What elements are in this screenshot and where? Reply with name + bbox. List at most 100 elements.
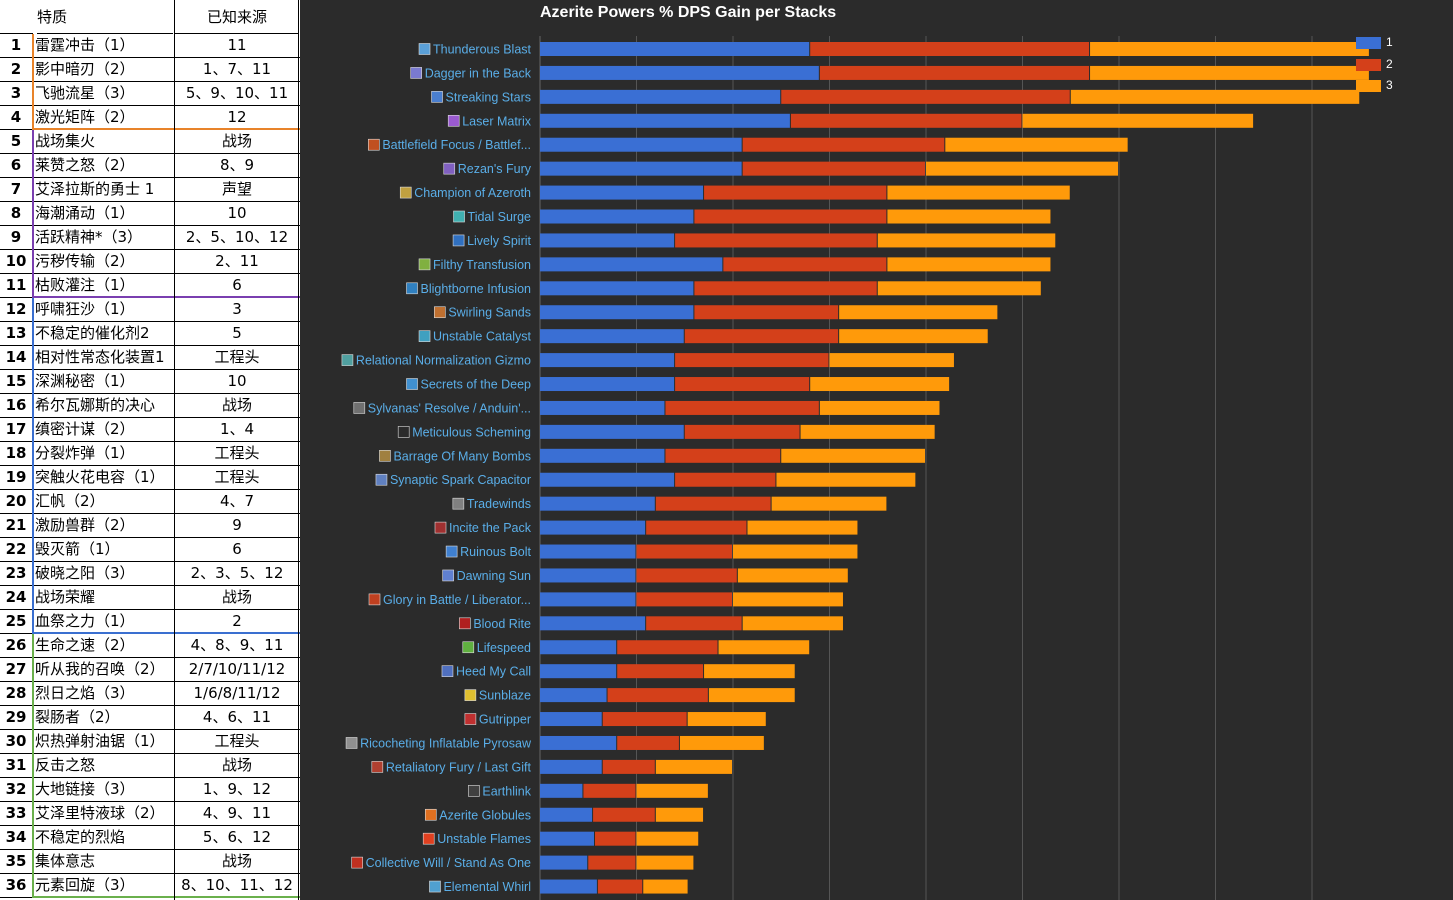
bar-series-1 [540,855,588,870]
table-row: 2 影中暗刃（2） 1、7、11 [0,58,300,82]
spell-icon [443,162,456,175]
group-bar [32,106,34,130]
spell-icon [468,785,480,797]
bar-series-1 [540,377,675,392]
chart-title: Azerite Powers % DPS Gain per Stacks [540,4,837,21]
spell-icon [371,761,384,773]
bar-series-2 [617,640,718,655]
bar-series-2 [636,592,732,607]
bar-series-1 [540,89,781,104]
spell-icon [418,330,431,342]
category-label: Blood Rite [473,617,531,631]
trait-source: 6 [232,540,242,558]
row-number: 10 [5,252,27,270]
table-row: 24 战场荣耀 战场 [0,586,300,610]
table-row: 26 生命之速（2） 4、8、9、11 [0,634,300,658]
bar-series-2 [607,688,708,703]
bar-series-2 [597,879,643,894]
bar-series-3 [887,185,1070,200]
row-number: 8 [10,204,22,222]
row-number: 22 [5,540,27,558]
table-row: 33 艾泽里特液球（2） 4、9、11 [0,802,300,826]
category-label: Unstable Catalyst [433,330,531,344]
bar-series-2 [595,831,636,846]
spell-icon [447,114,460,127]
row-number: 12 [5,300,27,318]
trait-name: 呼啸狂沙（1） [35,300,135,318]
bar-series-1 [540,616,646,631]
bar-series-1 [540,233,675,248]
table-row: 14 相对性常态化装置1 工程头 [0,346,300,370]
bar-series-1 [540,305,694,320]
bar-series-1 [540,424,684,439]
trait-source: 工程头 [214,444,260,462]
group-bar [32,370,34,394]
trait-name: 集体意志 [35,852,96,870]
trait-source: 战场 [221,132,252,150]
group-bar [32,754,34,778]
trait-name: 激励兽群（2） [35,516,135,534]
spell-icon [464,713,477,725]
row-number: 16 [5,396,27,414]
spell-icon [379,450,391,462]
category-label: Dagger in the Back [425,66,532,80]
row-number: 7 [10,180,22,198]
group-bar [32,82,34,106]
legend-label: 1 [1386,35,1393,49]
row-number: 2 [10,60,22,78]
table-row: 30 炽热弹射油锯（1） 工程头 [0,730,300,754]
trait-name: 不稳定的催化剂2 [35,324,150,342]
spell-icon [431,91,443,103]
bar-series-2 [617,664,704,679]
bar-series-1 [540,640,617,655]
bar-series-1 [540,712,602,727]
row-number: 21 [5,516,27,534]
trait-name: 海潮涌动（1） [35,204,135,222]
spell-icon [418,43,431,55]
bar-series-3 [926,161,1118,176]
bar-series-2 [704,185,887,200]
bar-series-2 [665,448,781,463]
spell-icon [399,186,412,199]
category-label: Swirling Sands [448,306,531,320]
bar-series-2 [694,305,839,320]
bar-series-1 [540,807,593,822]
bar-series-3 [781,448,925,463]
trait-name: 分裂炸弹（1） [35,444,135,462]
row-number: 34 [5,828,27,846]
category-label: Tradewinds [467,497,531,511]
bar-series-1 [540,783,583,798]
group-divider [33,896,300,898]
bar-series-2 [781,89,1070,104]
group-bar [32,682,34,706]
row-number: 5 [10,132,22,150]
row-number: 23 [5,564,27,582]
trait-name: 炽热弹射油锯（1） [35,732,165,750]
bar-series-1 [540,759,602,774]
trait-source: 6 [232,276,242,294]
trait-source: 5 [232,324,242,342]
bar-series-3 [877,281,1041,296]
trait-source: 4、9、11 [202,804,272,822]
spell-icon [353,402,366,414]
bar-series-3 [1090,65,1369,80]
spell-icon [462,641,475,654]
trait-name: 缜密计谋（2） [35,420,135,438]
bar-series-2 [655,496,771,511]
group-bar [32,586,34,610]
trait-name: 听从我的召唤（2） [35,660,165,678]
group-bar [32,346,34,370]
bar-series-3 [1022,113,1254,128]
row-number: 14 [5,348,27,366]
legend-label: 2 [1386,56,1393,71]
bar-series-2 [617,735,679,750]
bar-series-1 [540,544,636,559]
bar-series-1 [540,448,665,463]
table-row: 6 莱赞之怒（2） 8、9 [0,154,300,178]
bar-series-3 [636,783,708,798]
row-number: 19 [5,468,27,486]
header-trait: 特质 [37,0,173,34]
trait-name: 血祭之力（1） [35,612,135,630]
category-label: Laser Matrix [462,114,532,128]
bar-series-2 [810,42,1090,56]
